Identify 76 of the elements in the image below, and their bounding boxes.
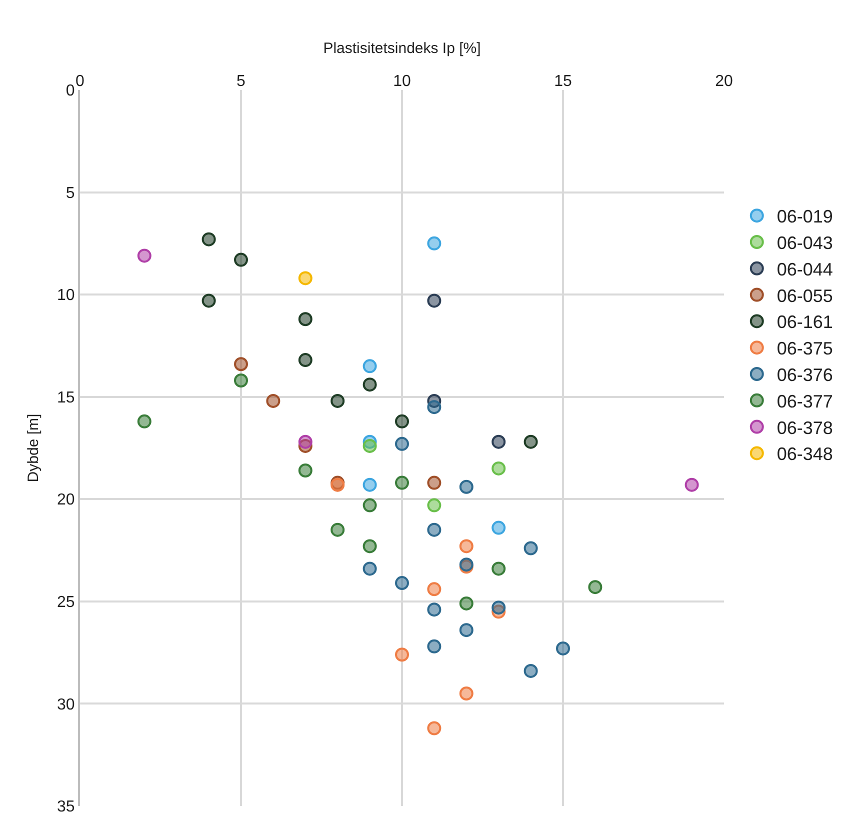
point [427, 236, 442, 250]
point [492, 434, 506, 449]
point [395, 436, 409, 451]
legend-label: 06-377 [776, 391, 833, 412]
point [524, 434, 538, 449]
point [459, 623, 474, 638]
point [362, 359, 377, 374]
point [492, 461, 506, 476]
legend-label: 06-019 [776, 206, 833, 227]
x-tick-label: 15 [554, 72, 572, 90]
point [362, 562, 377, 576]
point [330, 522, 345, 537]
point [459, 686, 474, 700]
point [298, 434, 312, 449]
point [362, 539, 377, 554]
point [395, 414, 409, 428]
legend-label: 06-161 [776, 312, 833, 332]
point [459, 480, 474, 494]
point [234, 357, 248, 372]
y-tick-label: 10 [57, 287, 75, 304]
y-tick-label: 5 [66, 184, 75, 202]
x-axis-title: Plastisitetsindeks Ip [%] [323, 40, 481, 58]
point [395, 476, 409, 490]
point [234, 252, 248, 267]
y-tick-label: 25 [57, 594, 75, 612]
point [492, 600, 506, 615]
point [362, 378, 377, 392]
point [137, 248, 152, 263]
y-axis-title: Dybde [m] [24, 414, 42, 482]
point [298, 312, 312, 326]
point [298, 271, 312, 286]
point [298, 464, 312, 478]
point [684, 478, 699, 492]
y-tick-label: 15 [57, 389, 75, 406]
point [266, 394, 280, 408]
x-tick-label: 5 [236, 72, 246, 90]
point [427, 721, 442, 736]
point [427, 602, 442, 617]
legend-label: 06-055 [776, 286, 833, 306]
point [330, 394, 345, 408]
point [137, 414, 152, 428]
point [202, 294, 216, 308]
point [362, 438, 377, 453]
legend-label: 06-376 [776, 365, 833, 386]
point [362, 498, 377, 512]
x-tick-label: 10 [393, 72, 411, 90]
point [427, 476, 442, 490]
point [427, 294, 442, 308]
point [492, 520, 506, 535]
legend-label: 06-043 [776, 233, 833, 254]
legend-label: 06-375 [776, 338, 833, 359]
legend-label: 06-348 [776, 444, 833, 464]
point [427, 582, 442, 596]
point [395, 648, 409, 662]
point [362, 478, 377, 492]
point [588, 580, 602, 594]
point [202, 232, 216, 246]
point [492, 562, 506, 576]
point [427, 498, 442, 512]
point [427, 400, 442, 414]
point [459, 596, 474, 610]
point [427, 639, 442, 654]
legend-label: 06-044 [776, 259, 833, 280]
point [395, 576, 409, 590]
y-tick-label: 20 [57, 492, 75, 509]
point [556, 641, 570, 656]
y-tick-label: 35 [57, 798, 75, 816]
point [524, 541, 538, 556]
legend-label: 06-378 [776, 418, 833, 438]
point [427, 522, 442, 537]
x-tick-label: 20 [715, 72, 733, 90]
y-tick-label: 30 [57, 696, 75, 714]
point [524, 664, 538, 678]
point [298, 353, 312, 368]
point [234, 373, 248, 388]
point [459, 539, 474, 554]
